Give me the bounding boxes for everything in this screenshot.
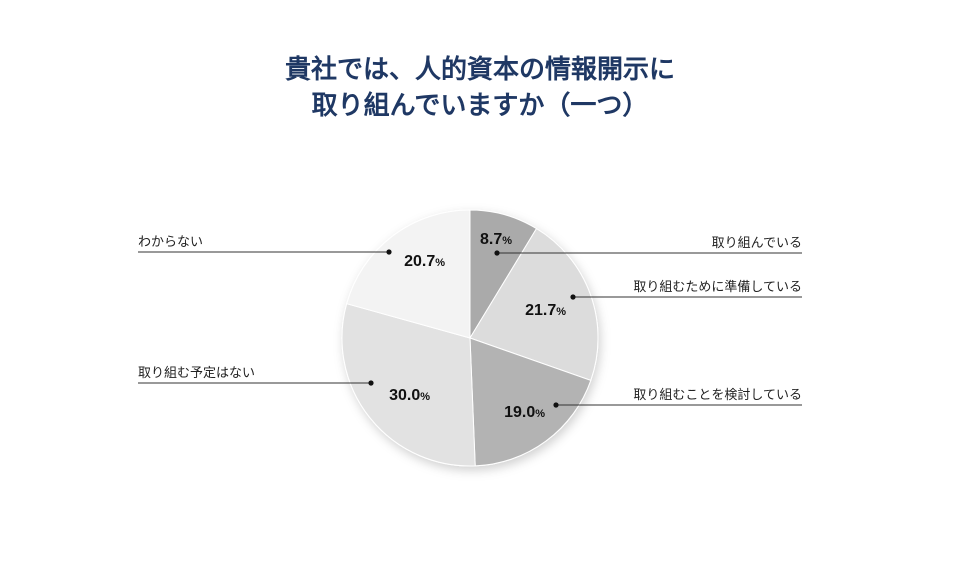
- slice-category-label: 取り組むために準備している: [633, 279, 802, 295]
- pie-slice-4: [341, 303, 476, 467]
- slice-value-label: 21.7%: [525, 302, 566, 319]
- slice-value-label: 8.7%: [480, 231, 512, 248]
- slice-category-label: 取り組んでいる: [712, 236, 802, 251]
- slice-value-label: 30.0%: [389, 387, 430, 404]
- leader-dot-3: [553, 402, 559, 408]
- pie-slice-3: [469, 337, 592, 467]
- slice-category-label: 取り組む予定はない: [138, 366, 255, 381]
- chart-title-line-2: 取り組んでいますか（一つ）: [311, 91, 649, 121]
- leader-dot-1: [494, 250, 500, 256]
- slice-value-label: 19.0%: [504, 404, 545, 421]
- leader-dot-2: [570, 294, 576, 300]
- leader-dot-5: [386, 249, 392, 255]
- chart-title: 貴社では、人的資本の情報開示に 取り組んでいますか（一つ）: [0, 52, 960, 124]
- pie-slice-2: [469, 227, 599, 382]
- slice-value-label: 20.7%: [404, 253, 445, 270]
- leader-dot-4: [368, 380, 374, 386]
- pie-slice-5: [346, 209, 471, 339]
- slice-category-label: 取り組むことを検討している: [633, 387, 802, 403]
- pie-slices: [341, 209, 599, 467]
- chart-title-line-1: 貴社では、人的資本の情報開示に: [284, 55, 675, 85]
- slice-category-label: わからない: [138, 235, 203, 250]
